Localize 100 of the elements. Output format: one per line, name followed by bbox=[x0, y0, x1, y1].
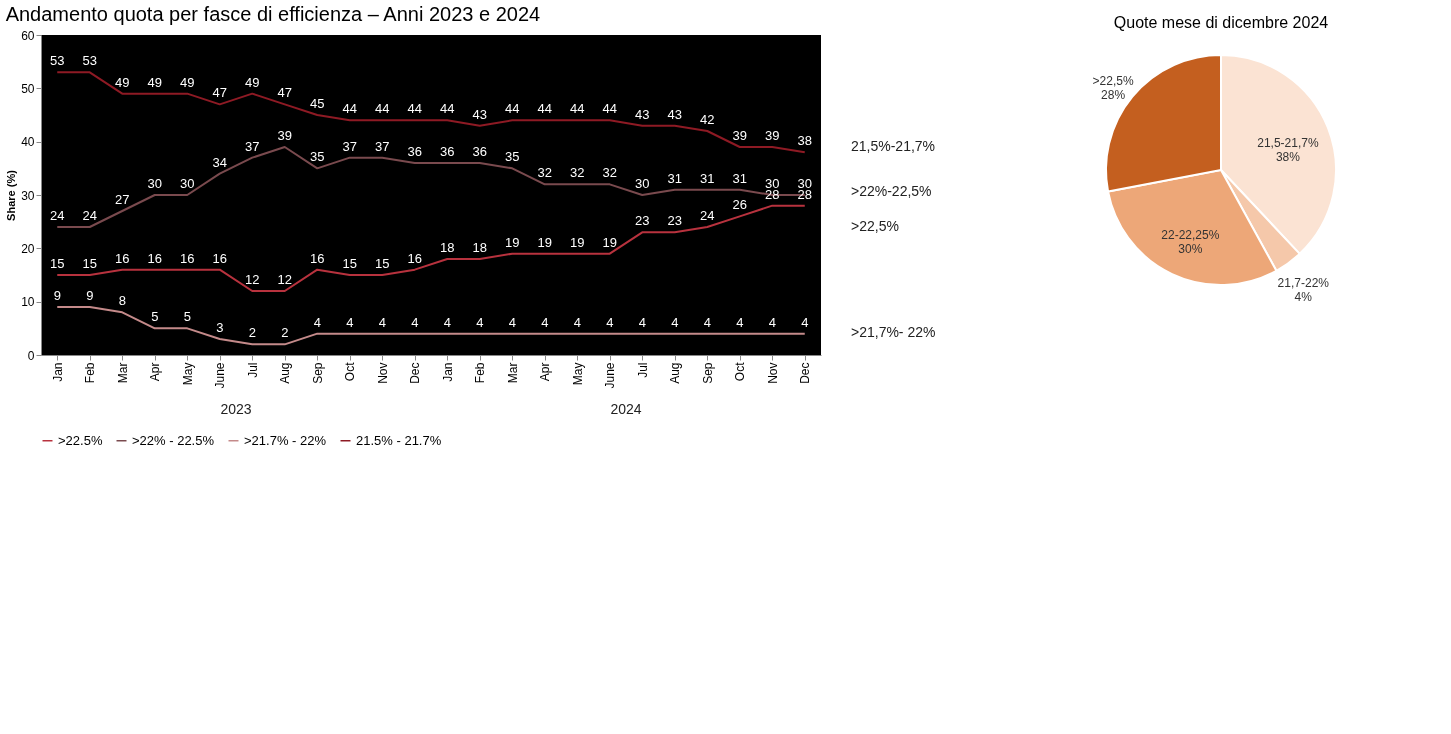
x-tick-label: Sep bbox=[310, 362, 325, 384]
slice-label: 22-22,25% bbox=[1161, 228, 1220, 243]
line-series bbox=[56, 306, 806, 346]
data-label: 4% bbox=[1294, 290, 1313, 305]
data-label: 44 bbox=[505, 101, 520, 117]
data-label: 37 bbox=[375, 138, 390, 154]
data-label: 44 bbox=[602, 101, 617, 117]
data-label: 15 bbox=[50, 256, 65, 271]
y-tick-label: 40 bbox=[21, 135, 35, 150]
data-label: 18 bbox=[472, 240, 487, 255]
data-label: 39 bbox=[277, 128, 292, 143]
data-label: 5 bbox=[151, 309, 159, 325]
data-label: 49 bbox=[245, 74, 260, 90]
data-label: 30 bbox=[797, 176, 812, 191]
data-label: 35 bbox=[505, 149, 520, 165]
data-label: 34 bbox=[212, 154, 227, 170]
data-label: 45 bbox=[310, 96, 325, 111]
data-label: 19 bbox=[570, 234, 585, 250]
y-tick-label: 50 bbox=[21, 81, 35, 96]
text: 2023 bbox=[220, 401, 252, 417]
x-tick-label: Oct bbox=[343, 361, 358, 382]
data-label: 26 bbox=[732, 197, 747, 213]
data-label: 12 bbox=[245, 272, 260, 287]
data-label: 44 bbox=[407, 101, 422, 117]
data-label: 30 bbox=[765, 176, 780, 191]
x-tick-label: Nov bbox=[765, 362, 780, 384]
data-label: 32 bbox=[537, 165, 552, 181]
data-label: 4 bbox=[411, 314, 419, 330]
data-label: 47 bbox=[212, 85, 227, 101]
data-label: 5 bbox=[183, 309, 191, 325]
x-tick-label: Aug bbox=[278, 362, 293, 384]
data-label: 49 bbox=[180, 74, 195, 90]
data-label: 44 bbox=[375, 101, 390, 117]
data-label: 32 bbox=[602, 165, 617, 181]
x-tick-label: Jan bbox=[50, 362, 65, 382]
data-label: 53 bbox=[50, 53, 65, 69]
data-label: 24 bbox=[50, 208, 65, 223]
x-tick-label: Aug bbox=[668, 362, 683, 384]
data-label: 36 bbox=[407, 144, 422, 159]
y-tick-label: 10 bbox=[21, 295, 35, 310]
data-label: 38% bbox=[1275, 150, 1301, 165]
data-label: 49 bbox=[115, 74, 130, 90]
data-label: 4 bbox=[443, 314, 451, 330]
data-label: 30% bbox=[1178, 242, 1203, 257]
chart-title: Andamento quota per fasce di efficienza – Anni 2023 e 2024 bbox=[5, 3, 541, 25]
data-label: 39 bbox=[732, 128, 747, 143]
data-label: 4 bbox=[703, 314, 711, 330]
data-label: 18 bbox=[440, 240, 455, 255]
data-label: 16 bbox=[310, 250, 325, 266]
data-label: 15 bbox=[342, 256, 357, 271]
data-label: 15 bbox=[82, 256, 97, 271]
data-label: 16 bbox=[407, 250, 422, 266]
y-tick-label: 30 bbox=[21, 188, 35, 203]
data-label: 44 bbox=[342, 101, 357, 117]
data-label: 38 bbox=[797, 133, 812, 149]
data-label: 42 bbox=[700, 112, 715, 127]
text: >22%-22,5% bbox=[851, 182, 932, 199]
data-label: 23 bbox=[635, 213, 650, 229]
x-tick-label: Apr bbox=[148, 362, 163, 382]
data-label: 4 bbox=[801, 314, 809, 330]
data-label: 19 bbox=[602, 234, 617, 250]
slice-label: 21,5-21,7% bbox=[1257, 136, 1319, 151]
data-label: 49 bbox=[147, 74, 162, 90]
data-label: 16 bbox=[180, 250, 195, 266]
data-label: 12 bbox=[277, 272, 292, 287]
data-label: 9 bbox=[86, 288, 94, 303]
x-tick-label: May bbox=[180, 362, 195, 386]
data-label: 47 bbox=[277, 85, 292, 101]
data-label: 39 bbox=[765, 128, 780, 143]
data-label: 4 bbox=[573, 314, 581, 330]
y-tick-label: 20 bbox=[21, 241, 35, 256]
legend-label: 21.5% - 21.7% bbox=[356, 432, 442, 448]
data-label: 3 bbox=[216, 320, 224, 335]
data-label: 24 bbox=[82, 208, 97, 223]
x-tick-label: Oct bbox=[733, 361, 748, 382]
x-tick-label: June bbox=[603, 362, 618, 389]
data-label: 4 bbox=[638, 314, 646, 330]
data-label: 43 bbox=[667, 106, 682, 122]
data-label: 23 bbox=[667, 213, 682, 229]
legend-label: >21.7% - 22% bbox=[244, 432, 327, 448]
data-label: 19 bbox=[505, 234, 520, 250]
data-label: 31 bbox=[667, 170, 682, 186]
text: >22,5% bbox=[851, 218, 899, 234]
data-label: 4 bbox=[313, 314, 321, 330]
text: >21,7%- 22% bbox=[851, 323, 936, 340]
data-label: 9 bbox=[53, 288, 61, 303]
data-label: 30 bbox=[180, 176, 195, 191]
y-tick-label: 0 bbox=[27, 348, 35, 363]
data-label: 36 bbox=[472, 144, 487, 159]
slice-label: 21,7-22% bbox=[1277, 276, 1330, 291]
x-tick-label: Dec bbox=[798, 362, 813, 384]
y-axis-title: Share (%) bbox=[5, 169, 18, 221]
data-label: 19 bbox=[537, 234, 552, 250]
x-tick-label: Feb bbox=[83, 362, 98, 384]
data-label: 16 bbox=[147, 250, 162, 266]
data-label: 4 bbox=[768, 314, 776, 330]
data-label: 4 bbox=[541, 314, 549, 330]
data-label: 15 bbox=[375, 256, 390, 271]
data-label: 28% bbox=[1101, 87, 1126, 102]
data-label: 53 bbox=[82, 53, 97, 69]
